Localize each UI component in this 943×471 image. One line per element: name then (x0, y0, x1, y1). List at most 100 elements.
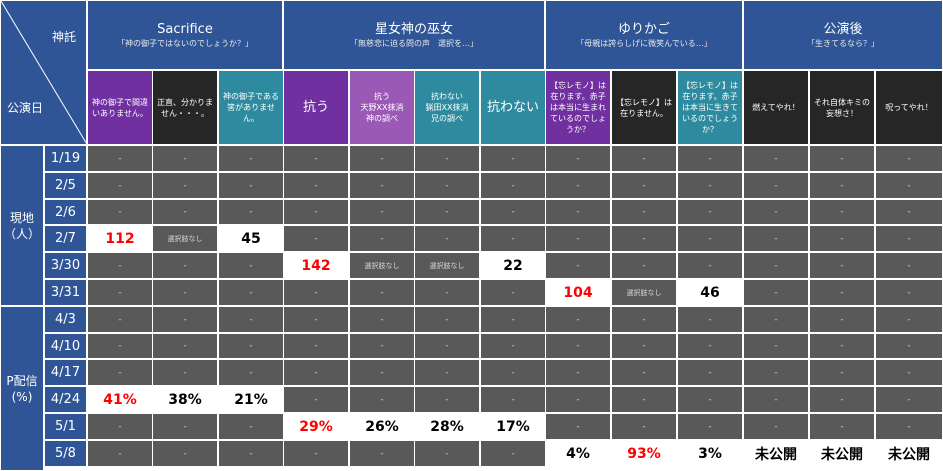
cell-placeholder: - (249, 367, 253, 378)
date-label: 5/1 (55, 419, 76, 434)
date-label: 4/10 (50, 338, 81, 354)
table-cell: - (677, 172, 743, 199)
cell-placeholder: - (511, 394, 515, 405)
table-cell: - (743, 306, 809, 333)
date-label: 3/31 (50, 285, 81, 300)
cell-placeholder: - (314, 180, 318, 191)
table-cell: - (611, 252, 677, 279)
table-cell: - (545, 199, 611, 225)
cell-placeholder: - (380, 207, 384, 217)
table-cell: - (152, 199, 218, 225)
cell-placeholder: - (380, 287, 384, 298)
date-label: 1/19 (50, 151, 81, 166)
table-cell: - (875, 359, 943, 386)
table-cell: 未公開 (743, 440, 809, 467)
cell-value: 3% (698, 445, 722, 462)
table-cell: - (545, 386, 611, 413)
cell-value: 未公開 (888, 446, 930, 463)
cell-value: 26% (365, 418, 399, 435)
table-cell: - (218, 306, 284, 333)
cell-placeholder: - (708, 153, 712, 164)
group-title: Sacrifice (157, 21, 213, 37)
table-cell: - (218, 145, 284, 172)
cell-placeholder: - (118, 314, 122, 325)
cell-placeholder: - (445, 341, 449, 351)
cell-placeholder: - (840, 421, 844, 432)
cell-placeholder: - (118, 341, 122, 351)
cell-placeholder: - (708, 421, 712, 432)
table-cell: - (677, 333, 743, 359)
option-header-6: 抗わない (480, 70, 546, 145)
table-cell: - (349, 145, 415, 172)
table-cell: - (283, 306, 349, 333)
date-label: 3/30 (50, 258, 81, 273)
table-cell: - (152, 306, 218, 333)
cell-placeholder: - (183, 448, 187, 459)
table-cell: - (743, 145, 809, 172)
date-cell: 2/7 (44, 225, 87, 252)
cell-placeholder: - (840, 233, 844, 244)
date-label: 4/3 (55, 312, 76, 327)
table-cell: - (809, 413, 875, 440)
table-cell: - (218, 359, 284, 386)
option-label: 【忘レモノ】は在りません。 (616, 97, 672, 118)
table-cell: - (283, 279, 349, 306)
option-header-0: 神の御子で間違いありません。 (87, 70, 153, 145)
table-cell: - (349, 306, 415, 333)
cell-placeholder: - (445, 180, 449, 191)
cell-placeholder: - (907, 341, 911, 351)
table-cell: - (218, 199, 284, 225)
cell-placeholder: - (314, 207, 318, 217)
group-header-sacrifice: Sacrifice 「神の御子ではないのでしょうか？」 (87, 0, 283, 70)
date-cell: 4/3 (44, 306, 87, 333)
table-cell: - (152, 279, 218, 306)
cell-placeholder: - (314, 287, 318, 298)
cell-placeholder: - (576, 180, 580, 191)
table-cell: - (545, 172, 611, 199)
table-cell: 26% (349, 413, 415, 440)
table-cell: - (545, 359, 611, 386)
table-cell: - (480, 145, 546, 172)
cell-placeholder: - (249, 260, 253, 271)
table-cell: - (87, 413, 153, 440)
table-cell: - (875, 306, 943, 333)
table-cell: 29% (283, 413, 349, 440)
table-cell: - (283, 145, 349, 172)
table-cell: - (218, 279, 284, 306)
cell-placeholder: - (907, 180, 911, 191)
date-label: 2/7 (55, 231, 76, 246)
table-cell: - (480, 333, 546, 359)
table-cell: 22 (480, 252, 546, 279)
table-cell: - (87, 145, 153, 172)
cell-placeholder: - (511, 314, 515, 325)
date-label: 2/6 (55, 204, 76, 220)
table-cell: - (809, 386, 875, 413)
cell-placeholder: - (642, 394, 646, 405)
table-cell: - (809, 359, 875, 386)
table-cell: 28% (414, 413, 480, 440)
cell-placeholder: - (907, 421, 911, 432)
cell-placeholder: - (249, 207, 253, 217)
table-cell: - (414, 333, 480, 359)
table-cell: - (743, 359, 809, 386)
table-cell: - (414, 359, 480, 386)
cell-placeholder: - (708, 394, 712, 405)
table-cell: - (809, 279, 875, 306)
cell-placeholder: - (249, 153, 253, 164)
cell-placeholder: - (445, 367, 449, 378)
option-label: 【忘レモノ】は在ります。赤子は本当に生きているのでしょうか？ (682, 81, 738, 134)
group-header-yurikago: ゆりかご 「母親は誇らしげに微笑んでいる…」 (545, 0, 743, 70)
table-cell: - (545, 413, 611, 440)
date-cell: 2/6 (44, 199, 87, 225)
cell-placeholder: - (774, 207, 778, 217)
group-subtitle: 「生きてるなら？」 (807, 38, 879, 48)
option-label: 神の御子で間違いありません。 (92, 97, 148, 118)
table-cell: - (152, 172, 218, 199)
table-cell: - (677, 413, 743, 440)
cell-placeholder: 選択肢なし (429, 261, 465, 270)
table-cell: - (414, 145, 480, 172)
table-cell: - (677, 225, 743, 252)
table-cell: - (743, 172, 809, 199)
table-cell: - (677, 386, 743, 413)
